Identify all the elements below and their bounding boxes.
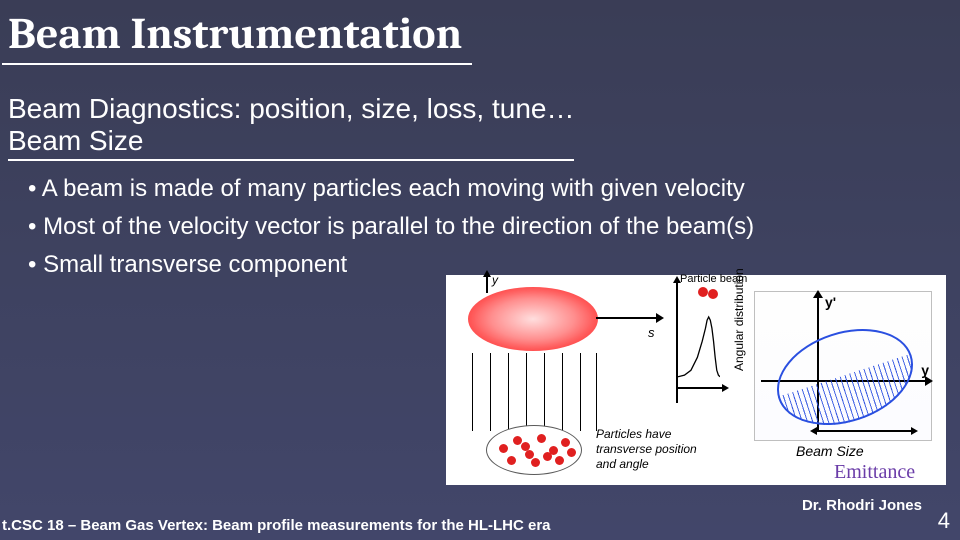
particle-dot-icon bbox=[543, 452, 552, 461]
emittance-label: Emittance bbox=[834, 461, 960, 484]
page-number: 4 bbox=[938, 508, 950, 534]
phase-ellipse-icon bbox=[765, 313, 926, 442]
particle-dot-icon bbox=[531, 458, 540, 467]
subtitle-line-2: Beam Size bbox=[8, 125, 574, 157]
beam-size-arrow-icon bbox=[817, 430, 911, 432]
angular-distribution-label: Angular distribution bbox=[732, 268, 746, 371]
particle-dot-icon bbox=[698, 287, 708, 297]
axis-label-s: s bbox=[648, 325, 655, 340]
particle-dot-icon bbox=[499, 444, 508, 453]
bullet-item: • A beam is made of many particles each … bbox=[28, 175, 960, 203]
figure-panel: y s Particles have transverse position a… bbox=[446, 275, 946, 485]
bullet-item: • Most of the velocity vector is paralle… bbox=[28, 213, 960, 241]
beam-ellipse-icon bbox=[468, 287, 598, 351]
y-axis-icon bbox=[486, 277, 488, 293]
subtitle-block: Beam Diagnostics: position, size, loss, … bbox=[8, 93, 574, 161]
particles-caption: Particles have transverse position and a… bbox=[596, 427, 716, 472]
particle-dot-icon bbox=[567, 448, 576, 457]
footer-text: t.CSC 18 – Beam Gas Vertex: Beam profile… bbox=[2, 517, 551, 534]
particle-dot-icon bbox=[521, 442, 530, 451]
axis-label-yprime: y' bbox=[825, 294, 836, 310]
particle-dot-icon bbox=[561, 438, 570, 447]
gaussian-curve-icon bbox=[678, 297, 720, 387]
bullet-list: • A beam is made of many particles each … bbox=[28, 175, 960, 279]
axis-label-y2: y bbox=[921, 362, 929, 378]
phase-space-plot: y' y bbox=[754, 291, 932, 441]
particle-dot-icon bbox=[555, 456, 564, 465]
slide-title: Beam Instrumentation bbox=[2, 2, 472, 65]
particle-dot-icon bbox=[708, 289, 718, 299]
particle-dot-icon bbox=[507, 456, 516, 465]
gaussian-profile bbox=[674, 281, 726, 409]
subtitle-line-1: Beam Diagnostics: position, size, loss, … bbox=[8, 93, 574, 125]
beam-size-label: Beam Size bbox=[796, 443, 960, 459]
credit-text: Dr. Rhodri Jones bbox=[802, 497, 922, 514]
particle-dot-icon bbox=[537, 434, 546, 443]
axis-label-y: y bbox=[492, 273, 498, 287]
s-axis-icon bbox=[596, 317, 656, 319]
projection-lines bbox=[468, 353, 598, 431]
particle-circle-icon bbox=[486, 425, 582, 475]
gauss-x-axis-icon bbox=[676, 387, 722, 389]
